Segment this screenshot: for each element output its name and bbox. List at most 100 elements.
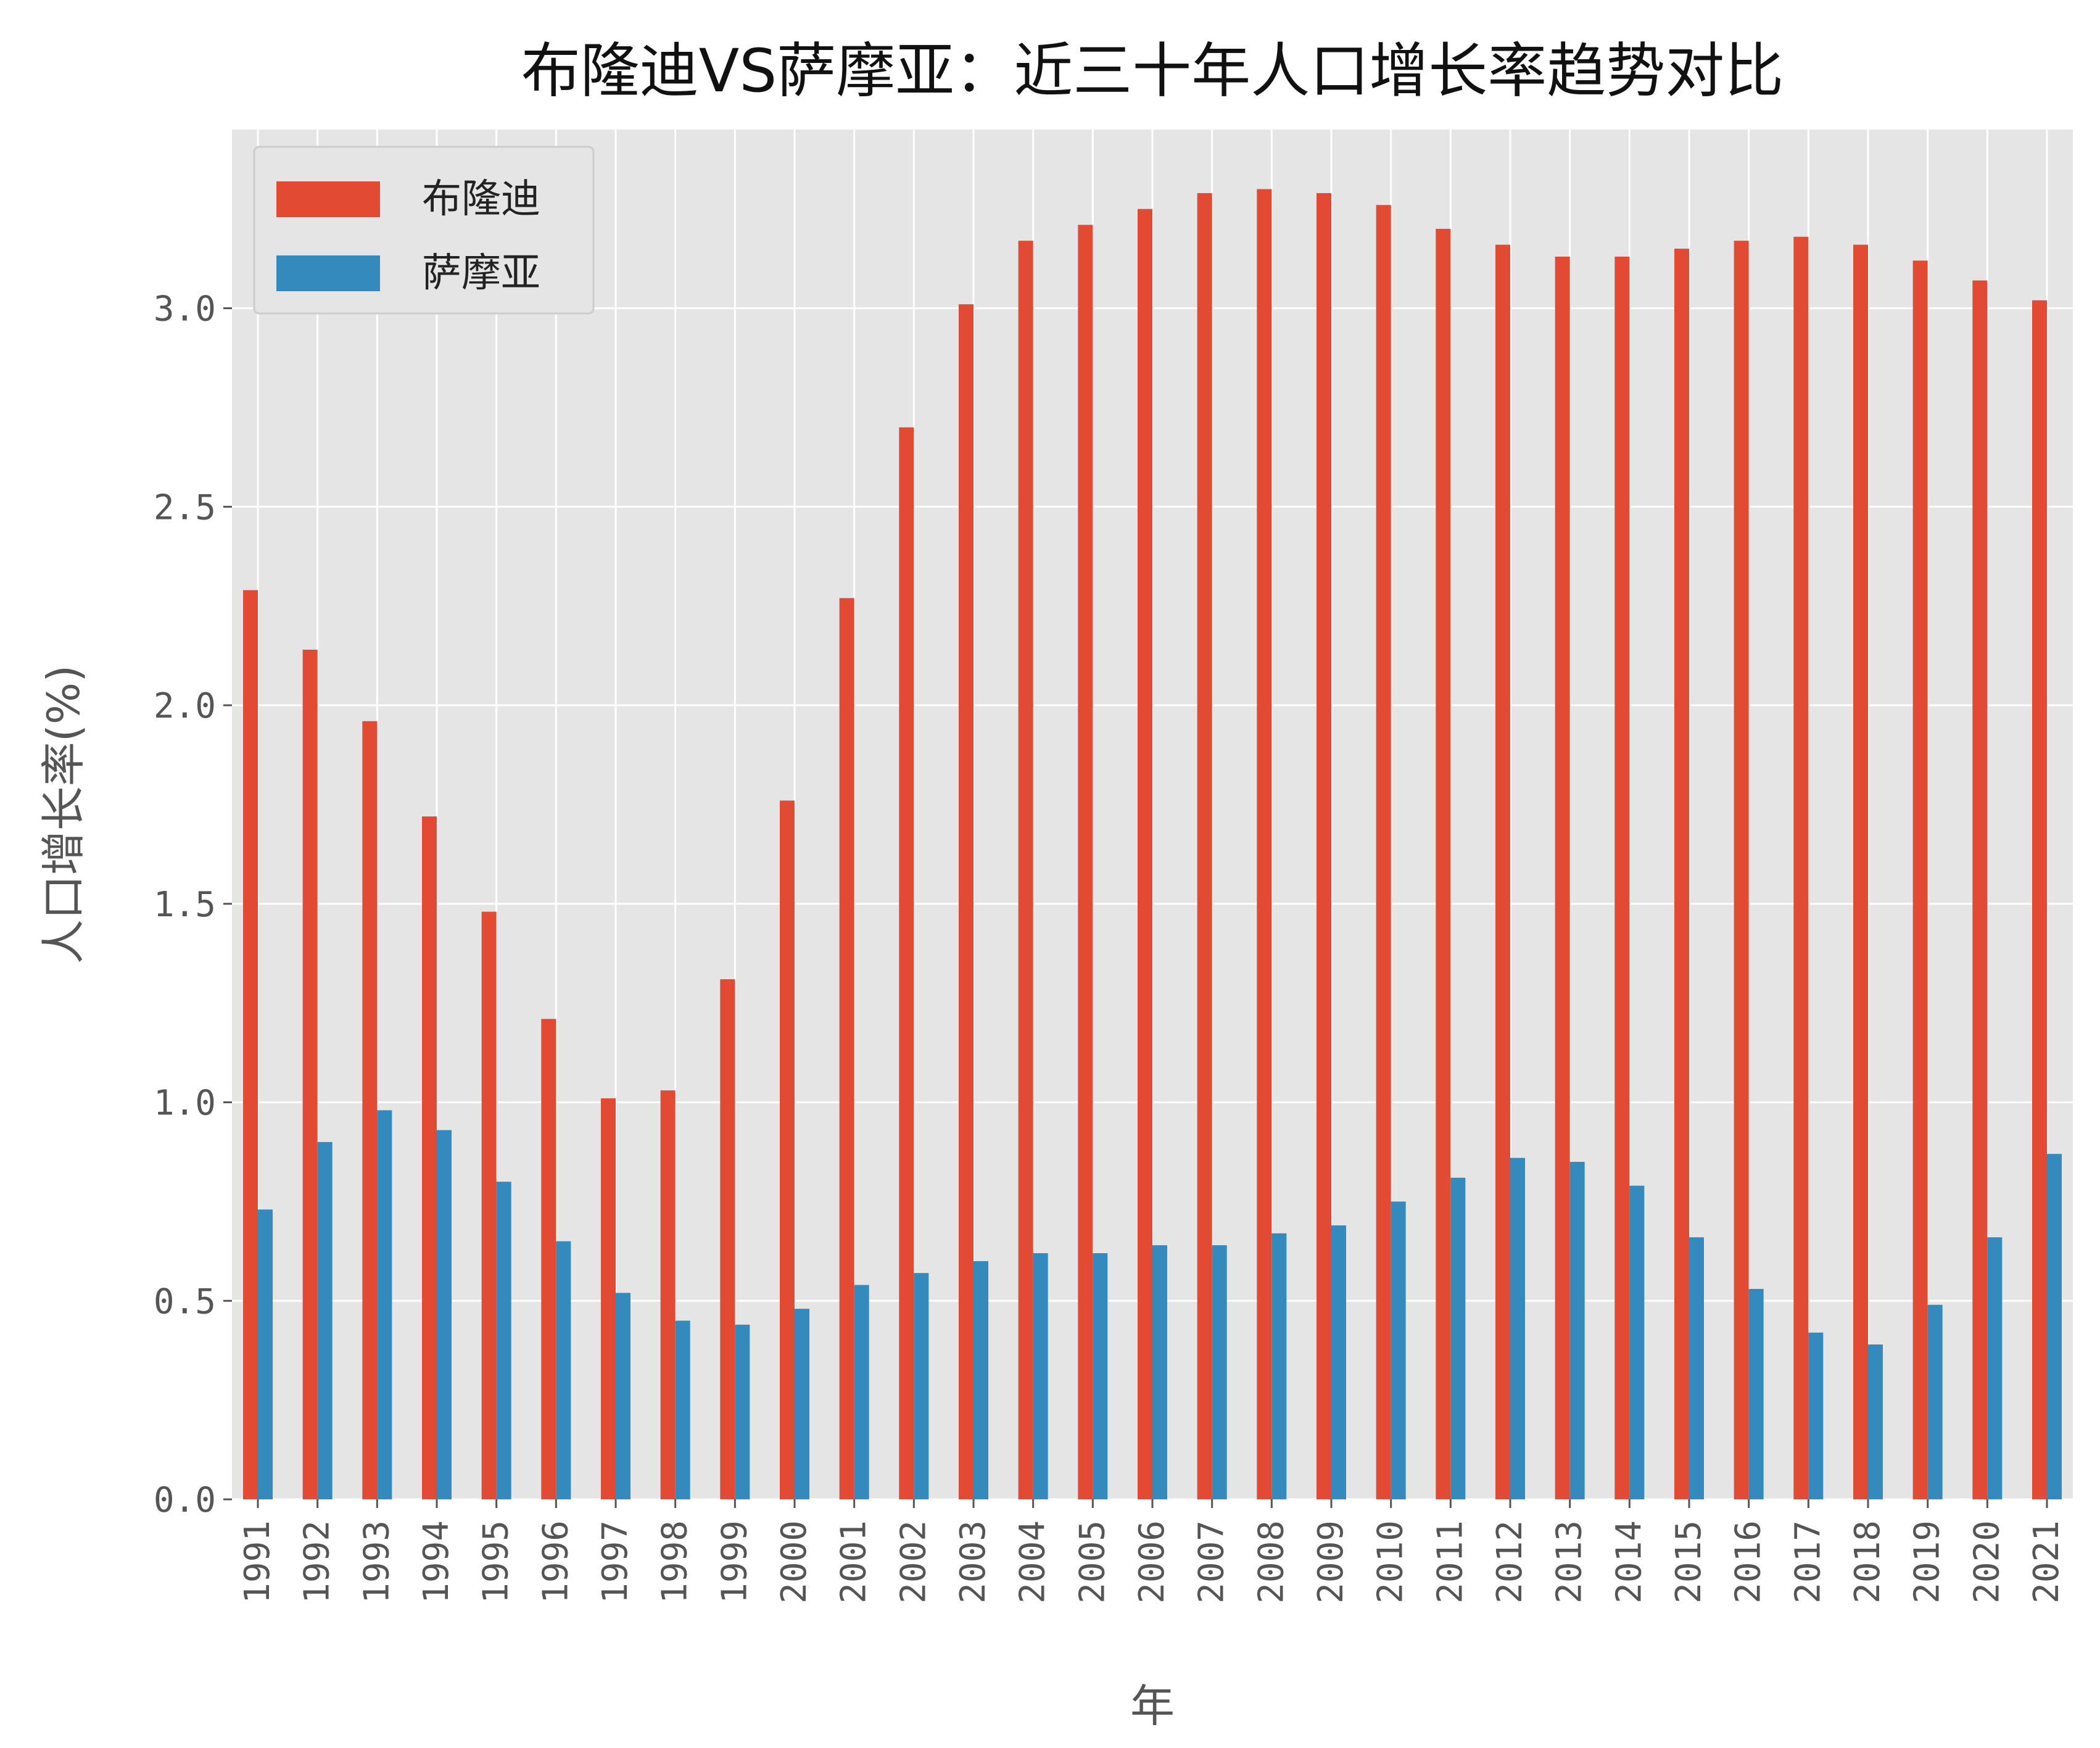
bar-samoa-2011: [1450, 1177, 1466, 1499]
x-tick-label: 2001: [834, 1520, 874, 1604]
bar-burundi-1996: [541, 1019, 556, 1499]
bar-samoa-2017: [1808, 1332, 1824, 1499]
x-axis-label: 年: [1130, 1680, 1175, 1732]
bar-samoa-2001: [854, 1285, 869, 1499]
bar-burundi-2001: [839, 598, 854, 1499]
bar-samoa-1996: [556, 1241, 571, 1499]
x-tick-label: 2017: [1788, 1520, 1828, 1604]
y-tick-label: 3.0: [154, 289, 216, 329]
bar-burundi-2003: [959, 304, 974, 1500]
bar-burundi-2018: [1853, 244, 1868, 1500]
bars-layer: [243, 189, 2062, 1500]
bar-samoa-2020: [1987, 1237, 2003, 1499]
bar-burundi-2006: [1138, 209, 1152, 1500]
bar-samoa-1995: [496, 1182, 511, 1499]
bar-samoa-1991: [258, 1209, 273, 1499]
y-tick-label: 1.0: [154, 1083, 216, 1124]
bar-burundi-2010: [1376, 205, 1391, 1500]
x-tick-label: 1991: [238, 1520, 278, 1604]
bar-samoa-2009: [1331, 1225, 1346, 1499]
bar-samoa-2002: [914, 1273, 929, 1499]
bar-burundi-2004: [1018, 241, 1033, 1499]
x-tick-label: 1996: [535, 1520, 576, 1604]
bar-burundi-2019: [1912, 260, 1928, 1499]
x-tick-label: 1993: [357, 1520, 397, 1604]
y-tick-label: 0.0: [154, 1480, 216, 1520]
bar-samoa-1992: [317, 1141, 333, 1499]
bar-samoa-2019: [1927, 1304, 1943, 1499]
x-tick-label: 2003: [953, 1520, 993, 1604]
bar-samoa-2018: [1868, 1344, 1883, 1499]
y-tick-label: 2.0: [154, 686, 216, 726]
bar-samoa-1994: [437, 1130, 452, 1499]
x-tick-label: 2010: [1371, 1520, 1411, 1604]
bar-samoa-1998: [675, 1320, 690, 1499]
bar-burundi-1999: [720, 979, 735, 1499]
bar-burundi-2014: [1614, 256, 1630, 1499]
x-tick-label: 2011: [1430, 1520, 1470, 1604]
x-tick-label: 2008: [1251, 1520, 1291, 1604]
x-tick-label: 2006: [1132, 1520, 1172, 1604]
x-tick-label: 2019: [1908, 1520, 1948, 1604]
bar-samoa-2013: [1569, 1162, 1585, 1499]
bar-burundi-1991: [243, 590, 258, 1499]
bar-burundi-2016: [1734, 241, 1749, 1499]
bar-samoa-2005: [1093, 1253, 1108, 1499]
y-tick-label: 1.5: [154, 885, 216, 925]
x-tick-label: 2020: [1967, 1520, 2007, 1604]
bar-burundi-2015: [1674, 249, 1689, 1500]
x-tick-label: 2007: [1192, 1520, 1232, 1604]
x-tick-label: 2021: [2027, 1520, 2067, 1604]
bar-burundi-2005: [1078, 225, 1093, 1499]
x-tick-label: 2000: [774, 1520, 814, 1604]
x-axis: 1991 1992 1993 1994 1995 1996 1997 1998 1999 2000…: [238, 1499, 2067, 1604]
bar-samoa-2010: [1391, 1201, 1406, 1499]
legend-swatch-burundi: [276, 181, 380, 217]
bar-samoa-2016: [1748, 1288, 1764, 1499]
bar-samoa-2007: [1212, 1245, 1227, 1499]
x-tick-label: 1999: [714, 1520, 754, 1604]
y-axis: 0.0 0.5 1.0 1.5 2.0 2.5 3.0: [154, 289, 232, 1520]
bar-burundi-1995: [481, 911, 497, 1499]
x-tick-label: 1995: [476, 1520, 516, 1604]
bar-samoa-2012: [1510, 1158, 1525, 1499]
bar-samoa-2000: [795, 1309, 809, 1499]
bar-samoa-2015: [1689, 1237, 1704, 1499]
bar-burundi-2002: [899, 427, 914, 1500]
y-tick-label: 0.5: [154, 1282, 216, 1322]
bar-burundi-2011: [1436, 228, 1451, 1499]
x-tick-label: 2004: [1013, 1520, 1053, 1604]
legend-label-samoa: 萨摩亚: [422, 251, 540, 296]
x-tick-label: 2012: [1490, 1520, 1530, 1604]
bar-burundi-1998: [660, 1090, 676, 1499]
bar-burundi-2017: [1793, 236, 1809, 1499]
chart-title: 布隆迪VS萨摩亚：近三十年人口增长率趋势对比: [521, 36, 1784, 106]
x-tick-label: 2005: [1072, 1520, 1112, 1604]
bar-burundi-2021: [2032, 300, 2047, 1499]
y-axis-label: 人口增长率(%): [38, 665, 89, 964]
bar-burundi-1992: [302, 649, 318, 1499]
bar-burundi-2000: [780, 800, 795, 1499]
bar-samoa-2006: [1152, 1245, 1167, 1499]
legend-label-burundi: 布隆迪: [422, 176, 540, 222]
bar-samoa-2008: [1271, 1233, 1287, 1499]
x-tick-label: 2016: [1729, 1520, 1769, 1604]
x-tick-label: 2002: [893, 1520, 933, 1604]
bar-burundi-2012: [1495, 244, 1510, 1500]
bar-samoa-2014: [1629, 1185, 1645, 1499]
legend: 布隆迪 萨摩亚: [253, 146, 595, 315]
bar-burundi-2020: [1972, 280, 1988, 1499]
bar-burundi-1993: [362, 721, 378, 1499]
bar-burundi-2009: [1317, 193, 1331, 1499]
bar-burundi-1994: [422, 816, 437, 1499]
bar-burundi-1997: [601, 1098, 616, 1499]
bar-samoa-2004: [1033, 1253, 1048, 1499]
x-tick-label: 2009: [1311, 1520, 1351, 1604]
bar-samoa-2003: [974, 1261, 988, 1499]
bar-samoa-2021: [2047, 1154, 2062, 1499]
x-tick-label: 1998: [655, 1520, 695, 1604]
bar-burundi-2008: [1257, 189, 1272, 1499]
x-tick-label: 2018: [1848, 1520, 1888, 1604]
bar-samoa-1997: [616, 1293, 630, 1499]
